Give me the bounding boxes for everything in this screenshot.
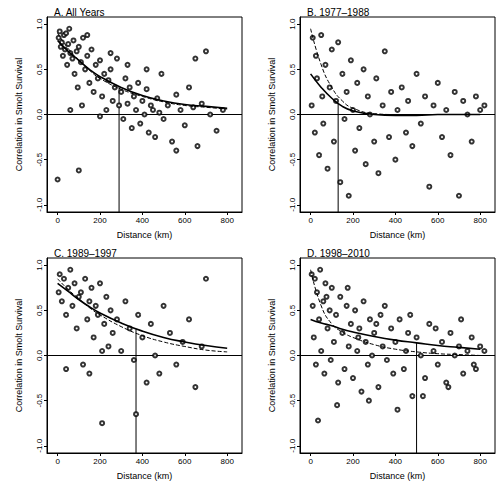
svg-text:0.0: 0.0	[288, 349, 297, 361]
svg-text:200: 200	[346, 216, 360, 225]
svg-text:800: 800	[473, 216, 487, 225]
svg-text:0: 0	[308, 216, 313, 225]
svg-text:Distance (km): Distance (km)	[117, 230, 173, 240]
svg-text:-1.0: -1.0	[35, 197, 44, 211]
svg-text:600: 600	[178, 457, 192, 466]
svg-text:B. 1977–1988: B. 1977–1988	[307, 7, 370, 18]
svg-text:800: 800	[220, 216, 234, 225]
svg-text:-0.5: -0.5	[288, 393, 297, 407]
svg-text:C. 1989–1997: C. 1989–1997	[54, 248, 117, 259]
svg-text:1.0: 1.0	[288, 259, 297, 271]
svg-text:0.5: 0.5	[35, 63, 44, 75]
svg-text:400: 400	[136, 457, 150, 466]
svg-text:0.0: 0.0	[35, 349, 44, 361]
svg-text:800: 800	[220, 457, 234, 466]
svg-text:Distance (km): Distance (km)	[117, 471, 173, 481]
svg-text:200: 200	[346, 457, 360, 466]
svg-text:200: 200	[93, 457, 107, 466]
svg-text:-0.5: -0.5	[35, 393, 44, 407]
svg-text:0.5: 0.5	[35, 304, 44, 316]
svg-text:1.0: 1.0	[35, 18, 44, 30]
svg-text:800: 800	[473, 457, 487, 466]
svg-text:200: 200	[93, 216, 107, 225]
svg-text:1.0: 1.0	[288, 18, 297, 30]
svg-text:-1.0: -1.0	[288, 438, 297, 452]
svg-text:600: 600	[431, 457, 445, 466]
svg-text:Correlation in Smolt Survival: Correlation in Smolt Survival	[14, 58, 24, 172]
svg-text:A. All Years: A. All Years	[54, 7, 105, 18]
svg-text:-1.0: -1.0	[35, 438, 44, 452]
svg-text:D. 1998–2010: D. 1998–2010	[307, 248, 370, 259]
svg-text:0.5: 0.5	[288, 63, 297, 75]
svg-text:Distance (km): Distance (km)	[370, 230, 426, 240]
svg-text:600: 600	[431, 216, 445, 225]
svg-text:-0.5: -0.5	[35, 152, 44, 166]
svg-text:-0.5: -0.5	[288, 152, 297, 166]
svg-text:400: 400	[136, 216, 150, 225]
svg-text:0: 0	[55, 457, 60, 466]
svg-text:0.5: 0.5	[288, 304, 297, 316]
svg-text:Distance (km): Distance (km)	[370, 471, 426, 481]
svg-text:1.0: 1.0	[35, 259, 44, 271]
svg-text:Correlation in Smolt Survival: Correlation in Smolt Survival	[14, 299, 24, 413]
svg-text:0: 0	[308, 457, 313, 466]
svg-text:400: 400	[389, 216, 403, 225]
svg-text:400: 400	[389, 457, 403, 466]
svg-text:0.0: 0.0	[288, 108, 297, 120]
svg-text:Correlation in Smolt Survival: Correlation in Smolt Survival	[267, 299, 277, 413]
svg-text:600: 600	[178, 216, 192, 225]
svg-text:0: 0	[55, 216, 60, 225]
svg-text:-1.0: -1.0	[288, 197, 297, 211]
svg-text:Correlation in Smolt Survival: Correlation in Smolt Survival	[267, 58, 277, 172]
svg-text:0.0: 0.0	[35, 108, 44, 120]
